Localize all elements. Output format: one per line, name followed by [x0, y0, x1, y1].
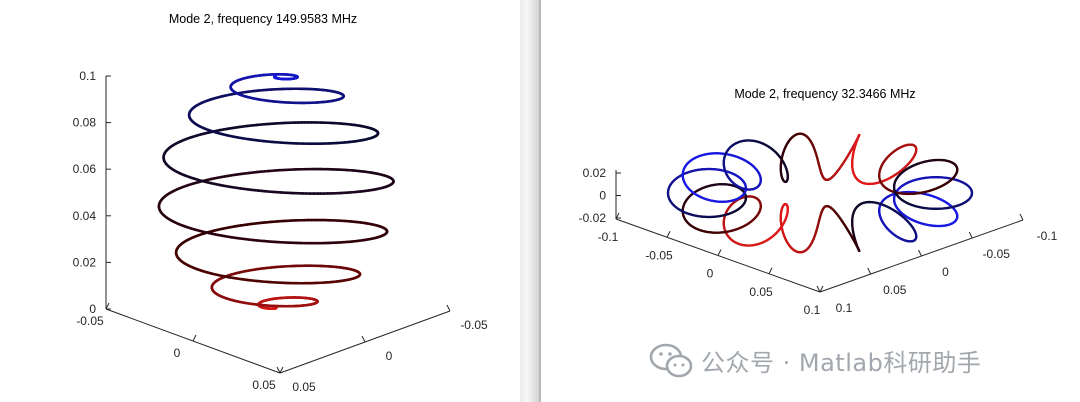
tick-mark [615, 212, 620, 220]
tick-label: 0 [599, 189, 606, 203]
tick-mark [279, 366, 284, 374]
window-separator [520, 0, 541, 402]
z-ticks: -0.02 0 0.02 [579, 166, 621, 225]
tick-label: 0.1 [79, 69, 96, 83]
tick-mark [819, 285, 824, 293]
tick-label: 0.05 [252, 378, 276, 392]
y-ticks: -0.05 0 0.05 [276, 304, 488, 394]
tick-label: 0 [942, 265, 949, 279]
tick-mark [768, 267, 773, 274]
torus-helix-chart[interactable]: Mode 2, frequency 32.3466 MHz -0.02 0 0.02… [541, 0, 1080, 402]
right-figure-panel: Mode 2, frequency 32.3466 MHz -0.02 0 0.02… [541, 0, 1080, 402]
tick-label: -0.05 [983, 247, 1011, 261]
helix-curve [157, 73, 395, 310]
tick-label: 0 [707, 267, 714, 281]
tick-label: 0.06 [73, 162, 97, 176]
tick-label: 0.08 [73, 116, 97, 130]
tick-label: 0 [174, 346, 181, 360]
window-edge [539, 0, 541, 402]
torus-helix-curve [666, 132, 974, 254]
axes-lines [105, 76, 451, 374]
wechat-icon [649, 343, 693, 378]
z-ticks: 0 0.02 0.04 0.06 0.08 0.1 [73, 69, 111, 316]
left-figure-panel: Mode 2, frequency 149.9583 MHz 0 0.02 0.04… [0, 0, 520, 402]
tick-label: -0.05 [645, 248, 673, 262]
tick-mark [867, 267, 872, 275]
tick-label: 0.05 [749, 285, 773, 299]
tick-label: 0 [89, 302, 96, 316]
axes-lines [615, 170, 1024, 293]
tick-label: -0.1 [598, 230, 619, 244]
tick-mark [717, 249, 722, 256]
tick-label: 0.05 [292, 380, 316, 394]
tick-label: 0.04 [73, 209, 97, 223]
tick-mark [1019, 213, 1024, 221]
tick-mark [276, 366, 281, 374]
tick-label: -0.05 [76, 314, 104, 328]
tick-mark [105, 302, 110, 310]
tick-label: -0.05 [460, 318, 488, 332]
tick-label: 0.05 [883, 283, 907, 297]
tick-mark [918, 249, 922, 257]
tick-mark [192, 334, 197, 342]
watermark-text: 公众号 · Matlab科研助手 [701, 348, 982, 377]
tick-mark [968, 231, 973, 239]
tick-label: 0.1 [836, 301, 853, 315]
chart-title: Mode 2, frequency 32.3466 MHz [734, 87, 915, 101]
tick-label: 0 [386, 349, 393, 363]
tick-label: -0.1 [1037, 229, 1058, 243]
tick-mark [816, 285, 821, 293]
sphere-helix-chart[interactable]: Mode 2, frequency 149.9583 MHz 0 0.02 0.04… [0, 0, 520, 402]
chart-title: Mode 2, frequency 149.9583 MHz [169, 12, 357, 26]
tick-mark [446, 304, 451, 312]
y-ticks: 0.1 0.05 0 -0.05 -0.1 [816, 213, 1058, 315]
x-ticks: -0.1 -0.05 0 0.05 0.1 [598, 212, 824, 317]
tick-mark [666, 231, 671, 238]
watermark: 公众号 · Matlab科研助手 [647, 338, 1067, 382]
tick-label: 0.02 [583, 166, 607, 180]
tick-mark [361, 335, 366, 343]
tick-label: -0.02 [579, 211, 607, 225]
tick-label: 0.1 [804, 303, 821, 317]
tick-label: 0.02 [73, 255, 97, 269]
